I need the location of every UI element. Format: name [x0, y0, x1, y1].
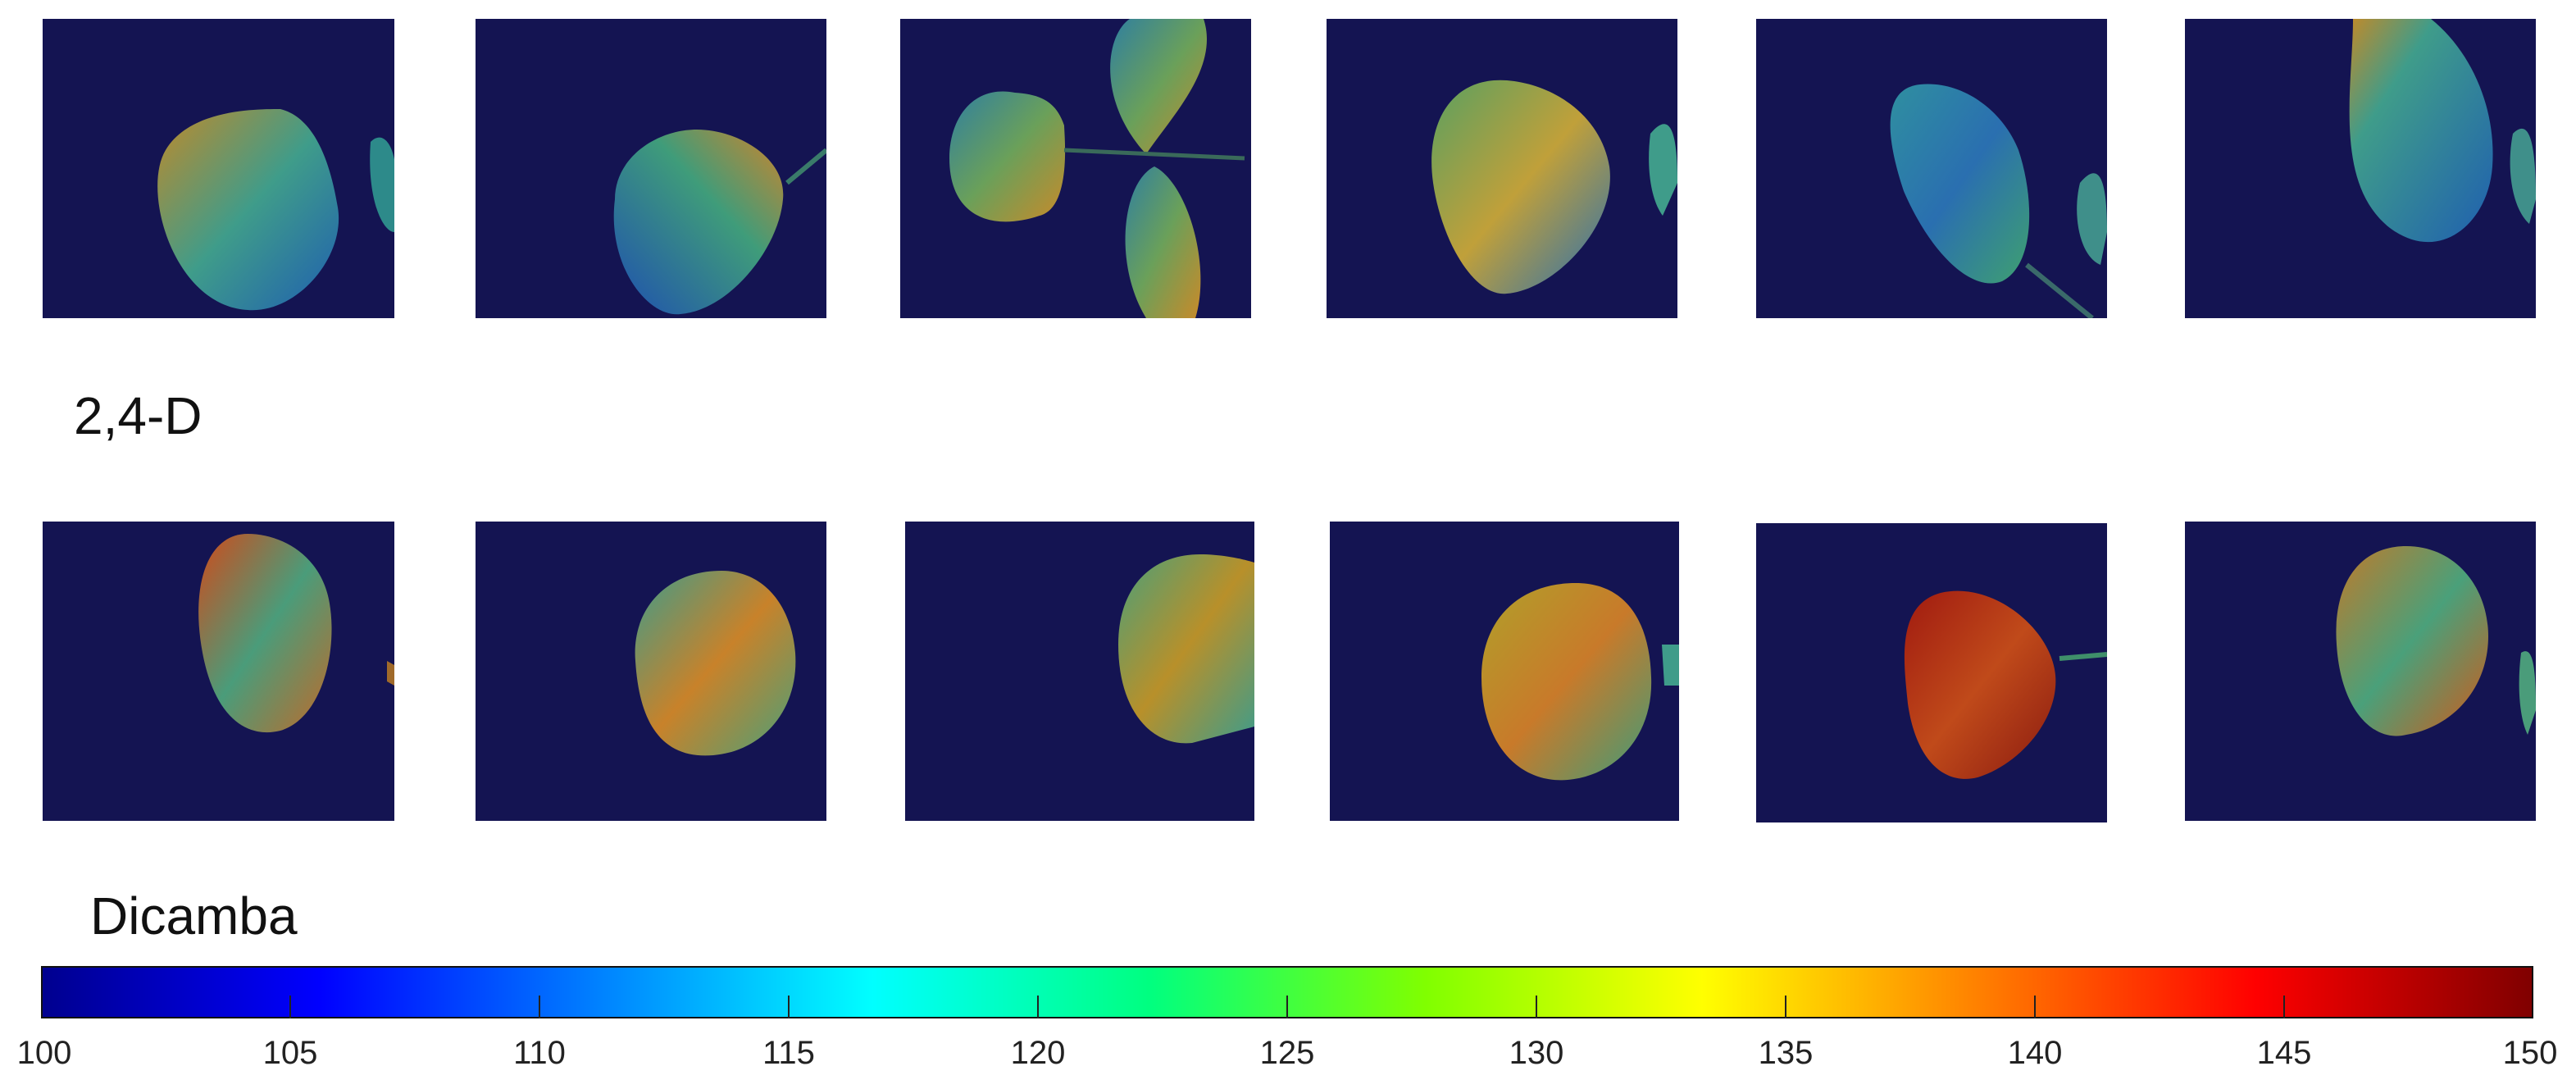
- leaf-2-4-d-3: [949, 19, 1245, 318]
- leaf-panel: [905, 522, 1254, 821]
- colorbar-tick-mark: [2283, 996, 2285, 1018]
- leaf-2-4-d-4: [1431, 80, 1677, 294]
- leaf-panel: [2185, 522, 2536, 821]
- leaf-dicamba-1: [198, 534, 394, 733]
- leaf-dicamba-6: [2336, 546, 2536, 736]
- leaf-panel: [1756, 523, 2107, 822]
- colorbar-tick-mark: [2034, 996, 2036, 1018]
- row-label-dicamba: Dicamba: [90, 886, 298, 945]
- colorbar-tick-label: 125: [1259, 1035, 1315, 1071]
- colorbar-tick-mark: [1785, 996, 1786, 1018]
- leaf-panel: [900, 19, 1251, 318]
- colorbar-tick-label: 130: [1509, 1035, 1564, 1071]
- leaf-dicamba-5: [1904, 590, 2107, 779]
- leaf-panel: [2185, 19, 2536, 318]
- leaf-2-4-d-2: [613, 130, 826, 315]
- leaf-panel: [476, 522, 826, 821]
- leaf-2-4-d-1: [157, 109, 394, 311]
- colorbar-tick-label: 145: [2256, 1035, 2312, 1071]
- leaf-dicamba-4: [1481, 583, 1679, 781]
- colorbar-tick-mark: [539, 996, 540, 1018]
- colorbar-tick-mark: [1536, 996, 1537, 1018]
- colorbar-tick-mark: [1286, 996, 1288, 1018]
- colorbar-tick-mark: [1037, 996, 1039, 1018]
- colorbar-tick-label: 140: [2007, 1035, 2063, 1071]
- leaf-panel: [43, 522, 394, 821]
- leaf-2-4-d-6: [2349, 19, 2536, 243]
- leaf-2-4-d-5: [1890, 84, 2107, 318]
- leaf-panel: [43, 19, 394, 318]
- row-label-2-4-d: 2,4-D: [74, 386, 203, 445]
- leaf-dicamba-2: [635, 571, 796, 756]
- colorbar-tick-mark: [788, 996, 790, 1018]
- leaf-dicamba-3: [1118, 554, 1254, 744]
- leaf-panel: [476, 19, 826, 318]
- colorbar-tick-label: 150: [2502, 1035, 2558, 1071]
- colorbar-tick-label: 120: [1010, 1035, 1066, 1071]
- colorbar-tick-label: 115: [762, 1035, 815, 1071]
- leaf-panel: [1327, 19, 1677, 318]
- leaf-panel: [1756, 19, 2107, 318]
- colorbar-tick-mark: [289, 996, 291, 1018]
- colorbar-tick-label: 135: [1758, 1035, 1814, 1071]
- colorbar-tick-label: 110: [513, 1035, 566, 1071]
- colorbar-tick-label: 105: [262, 1035, 318, 1071]
- colorbar-tick-label: 100: [16, 1035, 72, 1071]
- leaf-panel: [1330, 522, 1679, 821]
